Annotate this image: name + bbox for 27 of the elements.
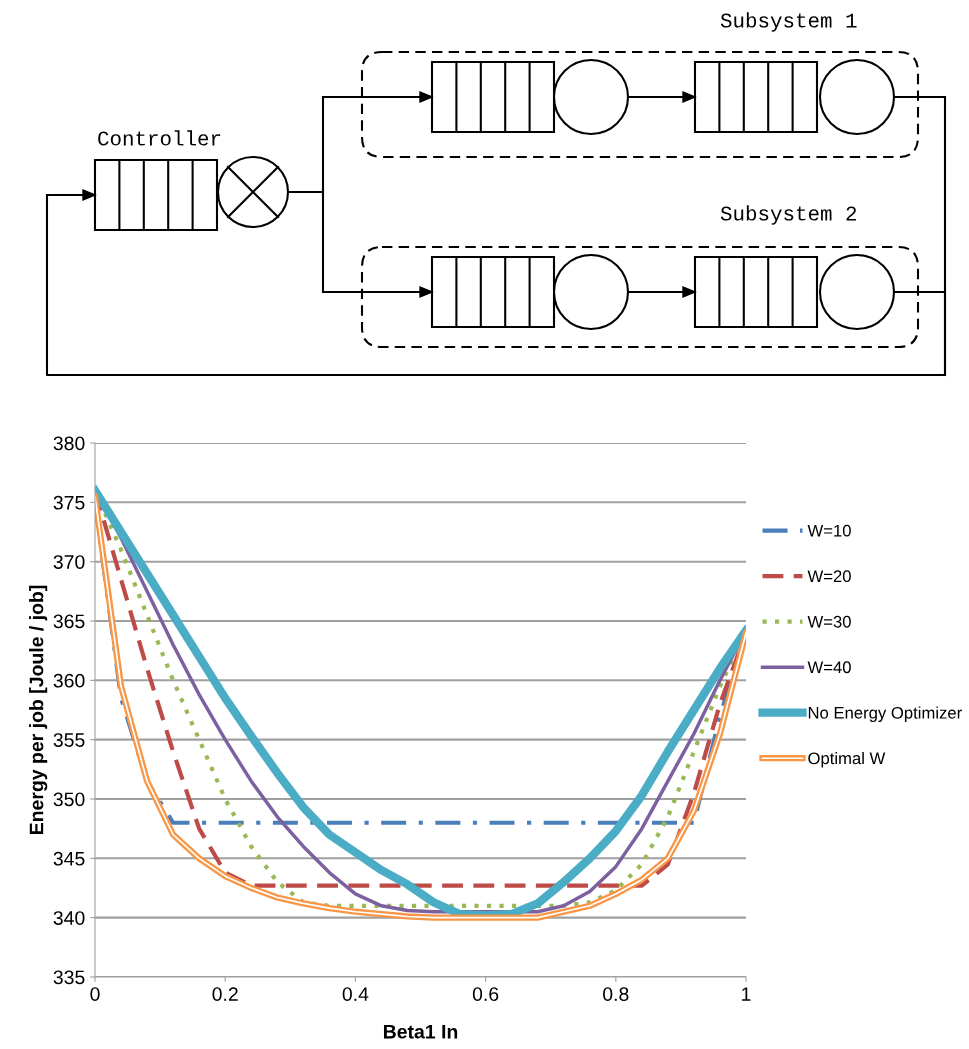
x-tick-label: 0.6	[472, 987, 499, 1001]
y-tick-label: 380	[53, 436, 85, 451]
y-tick-label: 335	[53, 970, 85, 985]
x-tick-label: 0.2	[212, 987, 238, 1001]
y-tick-label: 345	[53, 851, 85, 866]
text: Subsystem 1	[720, 12, 857, 32]
y-tick-label: 360	[53, 673, 85, 688]
y-tick-label: 350	[53, 792, 85, 807]
legend-label: No Energy Optimizer	[808, 706, 962, 722]
y-axis-title: Energy per job [Joule / job]	[29, 585, 48, 835]
x-axis-title: Beta1 In	[383, 1025, 458, 1039]
legend-label: Optimal W	[808, 751, 886, 768]
y-tick-label: 375	[53, 495, 85, 510]
legend-label: W=30	[807, 615, 851, 628]
x-tick-label: 0.8	[603, 987, 629, 1001]
text: Controller	[98, 130, 221, 146]
legend-label: W=10	[807, 524, 851, 537]
text: Subsystem 2	[720, 205, 857, 225]
x-tick-label: 0.4	[342, 987, 369, 1001]
x-tick-label: 1	[742, 987, 751, 1001]
x-tick-label: 0	[90, 987, 100, 1001]
y-tick-label: 370	[53, 555, 85, 569]
legend-label: W=20	[807, 570, 851, 583]
legend-label: W=40	[807, 661, 851, 674]
y-tick-label: 340	[53, 911, 85, 925]
y-tick-label: 365	[53, 614, 85, 629]
y-tick-label: 355	[53, 733, 85, 747]
